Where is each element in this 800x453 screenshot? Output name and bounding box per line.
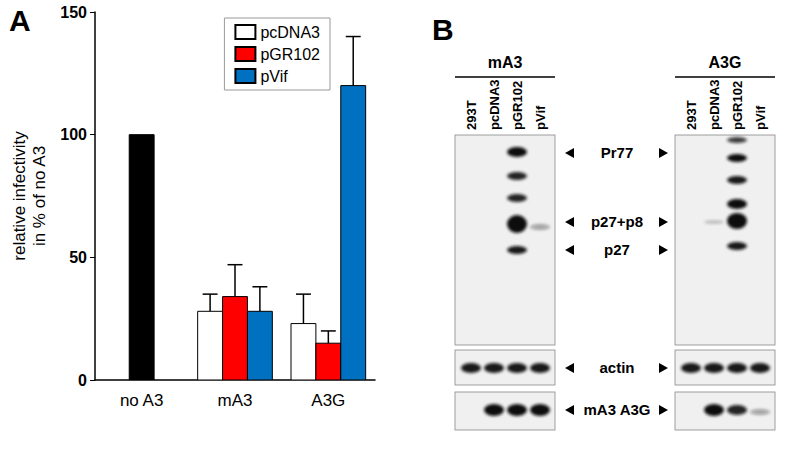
svg-text:B: B <box>432 13 454 46</box>
svg-text:pGR102: pGR102 <box>260 46 320 63</box>
svg-text:pVif: pVif <box>260 68 288 85</box>
svg-text:Pr77: Pr77 <box>601 144 634 161</box>
svg-text:pcDNA3: pcDNA3 <box>487 79 502 130</box>
svg-text:pVif: pVif <box>533 105 548 130</box>
svg-text:150: 150 <box>60 4 87 21</box>
svg-text:pcDNA3: pcDNA3 <box>260 24 320 41</box>
svg-text:no A3: no A3 <box>120 391 164 410</box>
svg-text:A: A <box>9 4 31 37</box>
svg-text:50: 50 <box>69 249 87 266</box>
svg-text:100: 100 <box>60 126 87 143</box>
svg-text:mA3: mA3 <box>488 54 523 71</box>
svg-text:0: 0 <box>78 372 87 389</box>
svg-text:mA3: mA3 <box>218 391 253 410</box>
svg-text:pcDNA3: pcDNA3 <box>707 79 722 130</box>
svg-text:actin: actin <box>599 359 634 376</box>
svg-text:293T: 293T <box>464 100 479 130</box>
svg-text:pGR102: pGR102 <box>510 81 525 130</box>
svg-text:pVif: pVif <box>753 105 768 130</box>
svg-text:pGR102: pGR102 <box>730 81 745 130</box>
svg-text:p27+p8: p27+p8 <box>591 213 643 230</box>
svg-text:in % of no A3: in % of no A3 <box>30 146 49 246</box>
svg-text:relative infectivity: relative infectivity <box>10 131 29 261</box>
svg-text:A3G: A3G <box>311 391 345 410</box>
svg-text:A3G: A3G <box>709 54 742 71</box>
svg-text:p27: p27 <box>604 241 630 258</box>
svg-text:mA3 A3G: mA3 A3G <box>584 401 651 418</box>
svg-text:293T: 293T <box>684 100 699 130</box>
